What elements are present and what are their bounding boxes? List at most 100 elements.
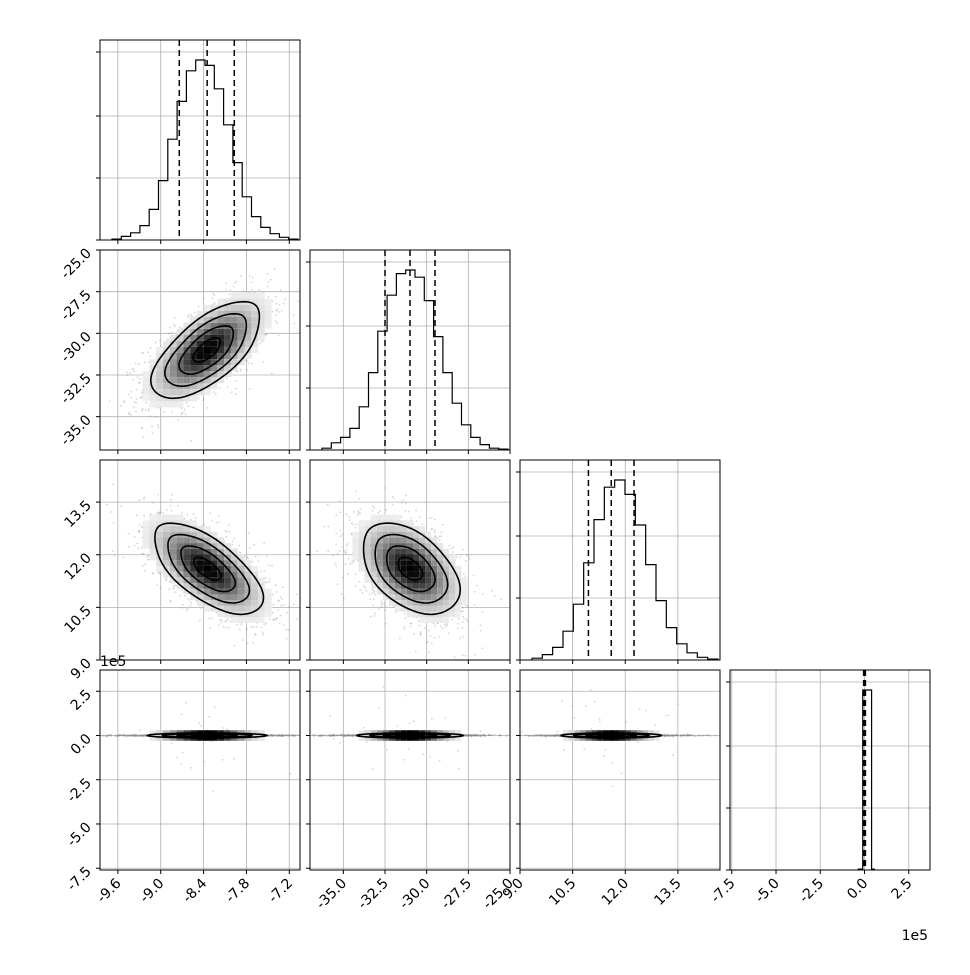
density-block [143, 537, 150, 543]
density-block [183, 359, 190, 365]
scatter-point [229, 531, 231, 533]
density-block [150, 520, 157, 526]
scatter-point [228, 524, 230, 526]
scatter-point [184, 409, 186, 411]
scatter-point [341, 546, 343, 548]
scatter-point [142, 352, 144, 354]
scatter-point [449, 545, 451, 547]
density-block [211, 572, 218, 578]
scatter-point [156, 585, 158, 587]
scatter-point [132, 379, 134, 381]
scatter-point [283, 624, 285, 626]
scatter-point [142, 553, 144, 555]
scatter-point [162, 512, 164, 514]
scatter-point [366, 590, 368, 592]
scatter-point [260, 627, 262, 629]
scatter-point [235, 281, 237, 283]
scatter-point [145, 402, 147, 404]
scatter-point [220, 619, 222, 621]
scatter-point [456, 556, 458, 558]
scatter-point [416, 520, 418, 522]
scatter-point [266, 556, 268, 558]
density-block [238, 329, 245, 335]
scatter-point [163, 411, 165, 413]
scatter-point [384, 487, 386, 489]
density-block [231, 317, 238, 323]
scatter-point [280, 615, 282, 617]
scatter-point [340, 535, 342, 537]
scatter-point [184, 518, 186, 520]
scatter-point [186, 609, 188, 611]
scatter-point [276, 303, 278, 305]
density-block [197, 560, 204, 566]
scatter-point [230, 290, 232, 292]
scatter-point [215, 393, 217, 395]
scatter-point [402, 500, 404, 502]
scatter-point [463, 573, 465, 575]
scatter-point [339, 530, 341, 532]
scatter-point [362, 592, 364, 594]
density-block [177, 389, 184, 395]
scatter-point [419, 516, 421, 518]
scatter-point [167, 338, 169, 340]
tick-marks [726, 682, 909, 874]
scatter-point [218, 515, 220, 517]
scatter-point [236, 380, 238, 382]
tick-marks [306, 262, 510, 454]
scatter-point [482, 647, 484, 649]
scatter-point [223, 626, 225, 628]
scatter-point [431, 528, 433, 530]
scatter-point [109, 401, 111, 403]
scatter-point [263, 361, 265, 363]
scatter-point [141, 352, 143, 354]
scatter-point [198, 306, 200, 308]
scatter-point [431, 517, 433, 519]
histogram-panel-3 [726, 670, 930, 874]
scatter-panel-1-0 [80, 247, 308, 468]
scatter-point [246, 360, 248, 362]
scatter-point [134, 536, 136, 538]
density-block [156, 383, 163, 389]
scatter-point [454, 656, 456, 658]
scatter-point [136, 398, 138, 400]
scatter-point [240, 370, 242, 372]
scatter-point [474, 654, 476, 656]
density-block [224, 317, 231, 323]
scatter-point [268, 564, 270, 566]
scatter-point [424, 627, 426, 629]
scatter-point [252, 277, 254, 279]
scatter-point [282, 586, 284, 588]
tick-marks [516, 472, 678, 664]
scatter-point [173, 587, 175, 589]
scatter-point [212, 293, 214, 295]
scatter-point [181, 607, 183, 609]
scatter-point [378, 512, 380, 514]
grid-lines [520, 460, 720, 660]
scatter-point [268, 581, 270, 583]
grid-lines [730, 670, 930, 870]
scatter-point [279, 623, 281, 625]
density-block [238, 617, 245, 623]
scatter-point [148, 555, 150, 557]
density-block [170, 389, 177, 395]
scatter-point [380, 601, 382, 603]
scatter-point [280, 289, 282, 291]
scatter-point [130, 397, 132, 399]
scatter-point [170, 505, 172, 507]
density-block [183, 365, 190, 371]
scatter-point [185, 414, 187, 416]
scatter-point [147, 351, 149, 353]
scatter-point [271, 372, 273, 374]
density-block [170, 515, 177, 521]
scatter-point [262, 634, 264, 636]
scatter-point [149, 415, 151, 417]
scatter-point [139, 378, 141, 380]
density-block [224, 594, 231, 600]
scatter-point [240, 369, 242, 371]
scatter-point [280, 597, 282, 599]
scatter-point [156, 513, 158, 515]
density-block [265, 612, 272, 618]
scatter-point [171, 510, 173, 512]
